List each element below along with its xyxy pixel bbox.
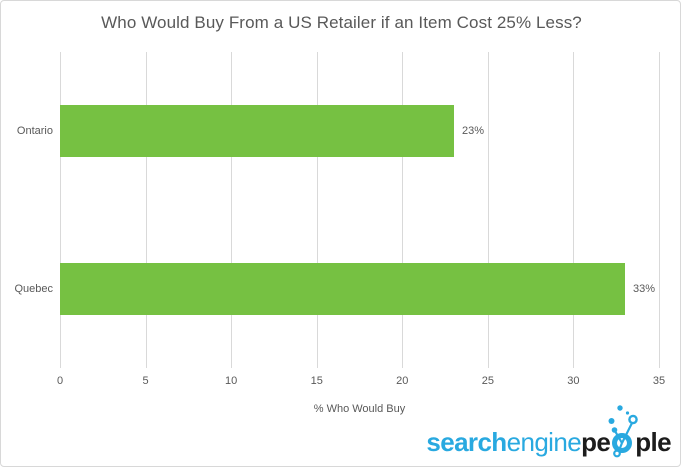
chart-title: Who Would Buy From a US Retailer if an I… xyxy=(101,13,582,32)
logo-text-pe: pe xyxy=(581,427,611,457)
logo-text-engine: engine xyxy=(506,427,582,457)
data-label-ontario: 23% xyxy=(462,125,485,137)
network-o-icon xyxy=(608,405,639,458)
category-label-ontario: Ontario xyxy=(16,125,53,137)
x-tick-label: 0 xyxy=(56,375,64,387)
bar-quebec xyxy=(60,263,625,315)
gridline xyxy=(573,52,575,368)
x-tick-label: 5 xyxy=(142,375,149,387)
searchenginepeople-logo: searchenginepe ple xyxy=(426,405,672,458)
x-tick-label: 15 xyxy=(310,375,323,387)
gridline xyxy=(487,52,489,368)
logo-text-ple: ple xyxy=(635,427,671,457)
gridline xyxy=(402,52,404,368)
x-axis-title: % Who Would Buy xyxy=(313,403,406,415)
x-tick-label: 25 xyxy=(481,375,494,387)
data-label-quebec: 33% xyxy=(633,283,656,295)
x-tick-label: 35 xyxy=(652,375,666,387)
x-tick-label: 10 xyxy=(225,375,238,387)
gridline xyxy=(60,52,61,368)
gridline xyxy=(231,52,233,368)
x-tick-label: 30 xyxy=(567,375,580,387)
bar-ontario xyxy=(60,105,454,157)
logo-text-search: search xyxy=(426,427,507,457)
category-label-quebec: Quebec xyxy=(14,283,53,295)
gridline xyxy=(659,52,660,368)
gridline xyxy=(316,52,318,368)
x-tick-label: 20 xyxy=(396,375,409,387)
gridline xyxy=(145,52,147,368)
